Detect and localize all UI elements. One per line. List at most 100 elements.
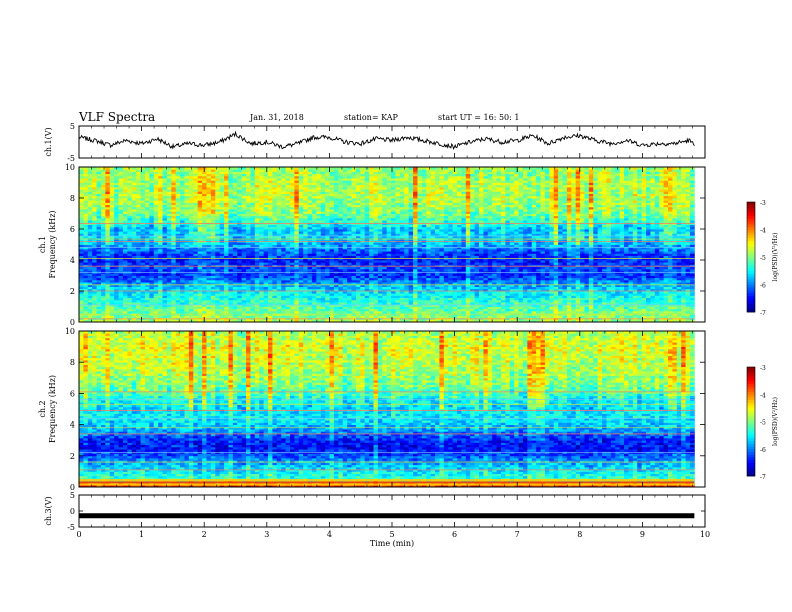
ch1-spec-cell bbox=[686, 315, 691, 318]
ch1-spec-cell bbox=[246, 315, 251, 318]
ch1-spec-cell bbox=[637, 295, 642, 298]
ch1-spec-cell bbox=[237, 273, 242, 276]
ch1-spec-cell bbox=[479, 300, 484, 303]
ch1-spec-cell bbox=[88, 295, 93, 298]
ch1-spec-cell bbox=[79, 273, 84, 276]
ch1-spec-cell bbox=[171, 273, 176, 276]
ch1-spec-cell bbox=[281, 273, 286, 276]
ch1-spec-cell bbox=[431, 280, 436, 283]
ch1-spec-cell bbox=[132, 280, 137, 283]
ch1-spec-cell bbox=[343, 300, 348, 303]
ch1-spec-cell bbox=[545, 315, 550, 318]
ch1-spec-cell bbox=[119, 273, 124, 276]
ch1-spec-cell bbox=[567, 311, 572, 314]
ch1-spec-cell bbox=[637, 280, 642, 283]
ch1-spec-cell bbox=[334, 280, 339, 283]
ch1-spec-cell bbox=[387, 311, 392, 314]
ch1-spec-cell bbox=[611, 295, 616, 298]
ch1-spec-cell bbox=[611, 280, 616, 283]
ch1-spec-cell bbox=[387, 295, 392, 298]
ch1-spec-cell bbox=[532, 280, 537, 283]
ch1-spec-cell bbox=[461, 311, 466, 314]
ch1-spec-cell bbox=[277, 311, 282, 314]
ch1-spec-cell bbox=[554, 315, 559, 318]
ch1-spec-cell bbox=[321, 295, 326, 298]
ch1-spec-cell bbox=[369, 295, 374, 298]
ch1-spec-cell bbox=[681, 295, 686, 298]
ch1-spec-cell bbox=[312, 315, 317, 318]
ch1-spec-cell bbox=[488, 280, 493, 283]
ch1-spec-cell bbox=[347, 273, 352, 276]
ch1-spec-cell bbox=[303, 295, 308, 298]
ch1-spec-cell bbox=[558, 295, 563, 298]
ch1-spec-cell bbox=[422, 295, 427, 298]
ch1-spec-cell bbox=[514, 300, 519, 303]
ch1-spec-cell bbox=[422, 315, 427, 318]
ch1-spec-cell bbox=[228, 300, 233, 303]
ch1-spec-cell bbox=[422, 280, 427, 283]
ch1-voltage-panel: 5-5ch.1(V) bbox=[44, 122, 705, 163]
ch1-spec-cell bbox=[541, 280, 546, 283]
ch1-spec-cell bbox=[158, 315, 163, 318]
ch1-spec-cell bbox=[492, 311, 497, 314]
ch1-spec-cell bbox=[690, 295, 695, 298]
ch1-spec-cell bbox=[567, 315, 572, 318]
ch1-spec-cell bbox=[312, 311, 317, 314]
ch1-spec-cell bbox=[290, 311, 295, 314]
ch1-spec-cell bbox=[426, 295, 431, 298]
ch1-spec-cell bbox=[637, 300, 642, 303]
ch1-spec-cell bbox=[347, 280, 352, 283]
ch1-spec-cell bbox=[404, 280, 409, 283]
ch1-spec-cell bbox=[448, 315, 453, 318]
ch1-spec-cell bbox=[541, 273, 546, 276]
ch1-spec-cell bbox=[167, 280, 172, 283]
ch1-spec-cell bbox=[356, 295, 361, 298]
ch1-spec-cell bbox=[308, 295, 313, 298]
ch1-spec-cell bbox=[448, 273, 453, 276]
ch1-spec-cell bbox=[659, 273, 664, 276]
ch1-spec-cell bbox=[330, 300, 335, 303]
ch1-spec-cell bbox=[611, 311, 616, 314]
ch1-spec-cell bbox=[606, 273, 611, 276]
ch1-spec-cell bbox=[580, 311, 585, 314]
ch1-spec-cell bbox=[510, 273, 515, 276]
ch1-spec-cell bbox=[242, 273, 247, 276]
ch1-spec-cell bbox=[189, 295, 194, 298]
ch1-spec-cell bbox=[123, 300, 128, 303]
ch1-spec-cell bbox=[141, 295, 146, 298]
ch1-spec-cell bbox=[233, 311, 238, 314]
ch1-spec-cell bbox=[193, 273, 198, 276]
ch1-spec-cell bbox=[387, 315, 392, 318]
ch1-spec-cell bbox=[92, 295, 97, 298]
ch1-spec-cell bbox=[149, 311, 154, 314]
ch1-spec-cell bbox=[242, 295, 247, 298]
ch1-spec-cell bbox=[417, 280, 422, 283]
ch1-spec-cell bbox=[677, 280, 682, 283]
ch1-spec-cell bbox=[246, 280, 251, 283]
ch1-spec-cell bbox=[176, 315, 181, 318]
ch1-spec-cell bbox=[668, 280, 673, 283]
ch1-spec-cell bbox=[497, 273, 502, 276]
ch1-spec-cell bbox=[290, 300, 295, 303]
ch1-spec-cell bbox=[198, 315, 203, 318]
ch1-spec-cell bbox=[259, 280, 264, 283]
ch1-spec-cell bbox=[624, 295, 629, 298]
ch1-spec-cell bbox=[365, 273, 370, 276]
ch1-spec-cell bbox=[571, 295, 576, 298]
ch1-spec-cell bbox=[123, 273, 128, 276]
ch1-spec-cell bbox=[483, 280, 488, 283]
ch1-spec-cell bbox=[215, 300, 220, 303]
ch1-spec-cell bbox=[378, 300, 383, 303]
ch1-spec-cell bbox=[690, 300, 695, 303]
ch1-spec-cell bbox=[664, 280, 669, 283]
ch1-spec-cell bbox=[119, 315, 124, 318]
ch1-spec-cell bbox=[523, 311, 528, 314]
ch1-spec-cell bbox=[180, 300, 185, 303]
ch1-spec-cell bbox=[206, 300, 211, 303]
ch1-spec-cell bbox=[681, 300, 686, 303]
ch1-spec-cell bbox=[352, 280, 357, 283]
ch1-spec-cell bbox=[439, 280, 444, 283]
ch1-spec-cell bbox=[650, 273, 655, 276]
ch1-spec-cell bbox=[119, 311, 124, 314]
ch1-spec-cell bbox=[228, 315, 233, 318]
